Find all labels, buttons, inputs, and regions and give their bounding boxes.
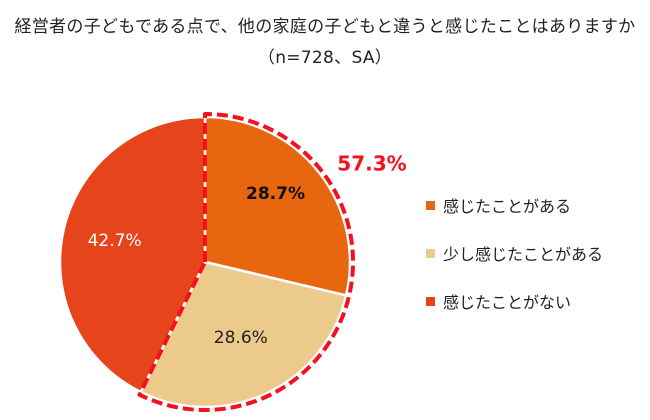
slice-label: 42.7% [88, 231, 142, 251]
legend-label: 感じたことがない [443, 293, 572, 312]
legend-label: 少し感じたことがある [443, 245, 604, 264]
chart-title: 経営者の子どもである点で、他の家庭の子どもと違うと感じたことはありますか [14, 17, 636, 37]
legend-label: 感じたことがある [443, 197, 572, 216]
slice-label: 28.7% [246, 184, 305, 204]
highlight-total-label: 57.3% [337, 152, 406, 176]
legend-item-少し感じたことがある: 少し感じたことがある [426, 241, 603, 265]
slice-label: 28.6% [214, 328, 268, 348]
pie-slice [58, 115, 207, 394]
pie-slice [203, 115, 352, 297]
legend-item-感じたことがある: 感じたことがある [426, 193, 571, 217]
legend-item-感じたことがない: 感じたことがない [426, 289, 571, 313]
legend-swatch [426, 248, 435, 258]
legend-swatch [426, 296, 435, 306]
pie-slice [139, 260, 348, 409]
chart-subtitle: （n=728、SA） [257, 48, 393, 68]
legend-swatch [426, 200, 435, 210]
